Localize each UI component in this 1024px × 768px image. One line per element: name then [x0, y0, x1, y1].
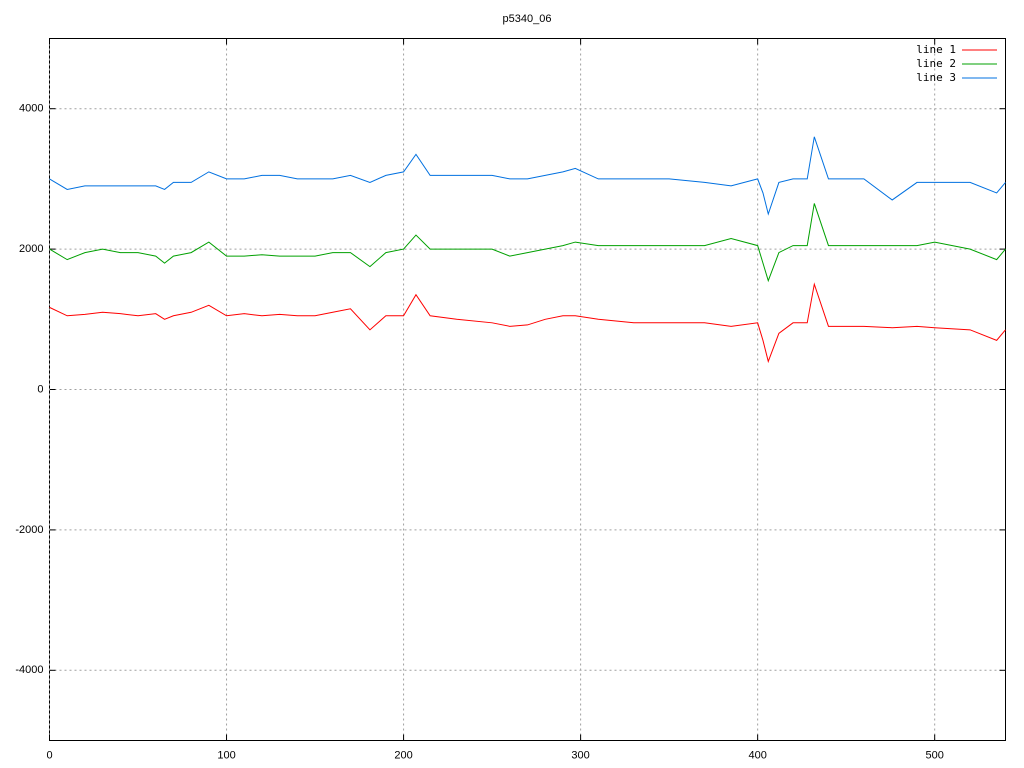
x-tick-label: 400: [748, 749, 766, 761]
chart-title: p5340_06: [503, 13, 552, 25]
y-tick-label: -2000: [15, 524, 43, 536]
series-line: [49, 282, 1006, 364]
x-tick-label: 300: [571, 749, 589, 761]
x-tick-label: 100: [217, 749, 235, 761]
legend-label: line 1: [916, 43, 956, 56]
y-tick-label: 2000: [19, 243, 43, 255]
x-tick-label: 200: [394, 749, 412, 761]
series-line: [49, 136, 1006, 216]
y-tick-label: 4000: [19, 103, 43, 115]
y-tick-label: 0: [37, 383, 43, 395]
legend-label: line 3: [916, 71, 956, 84]
y-tick-label: -4000: [15, 664, 43, 676]
x-tick-label: 0: [46, 749, 52, 761]
x-tick-label: 500: [926, 749, 944, 761]
legend-label: line 2: [916, 57, 956, 70]
series-line: [49, 203, 1006, 283]
